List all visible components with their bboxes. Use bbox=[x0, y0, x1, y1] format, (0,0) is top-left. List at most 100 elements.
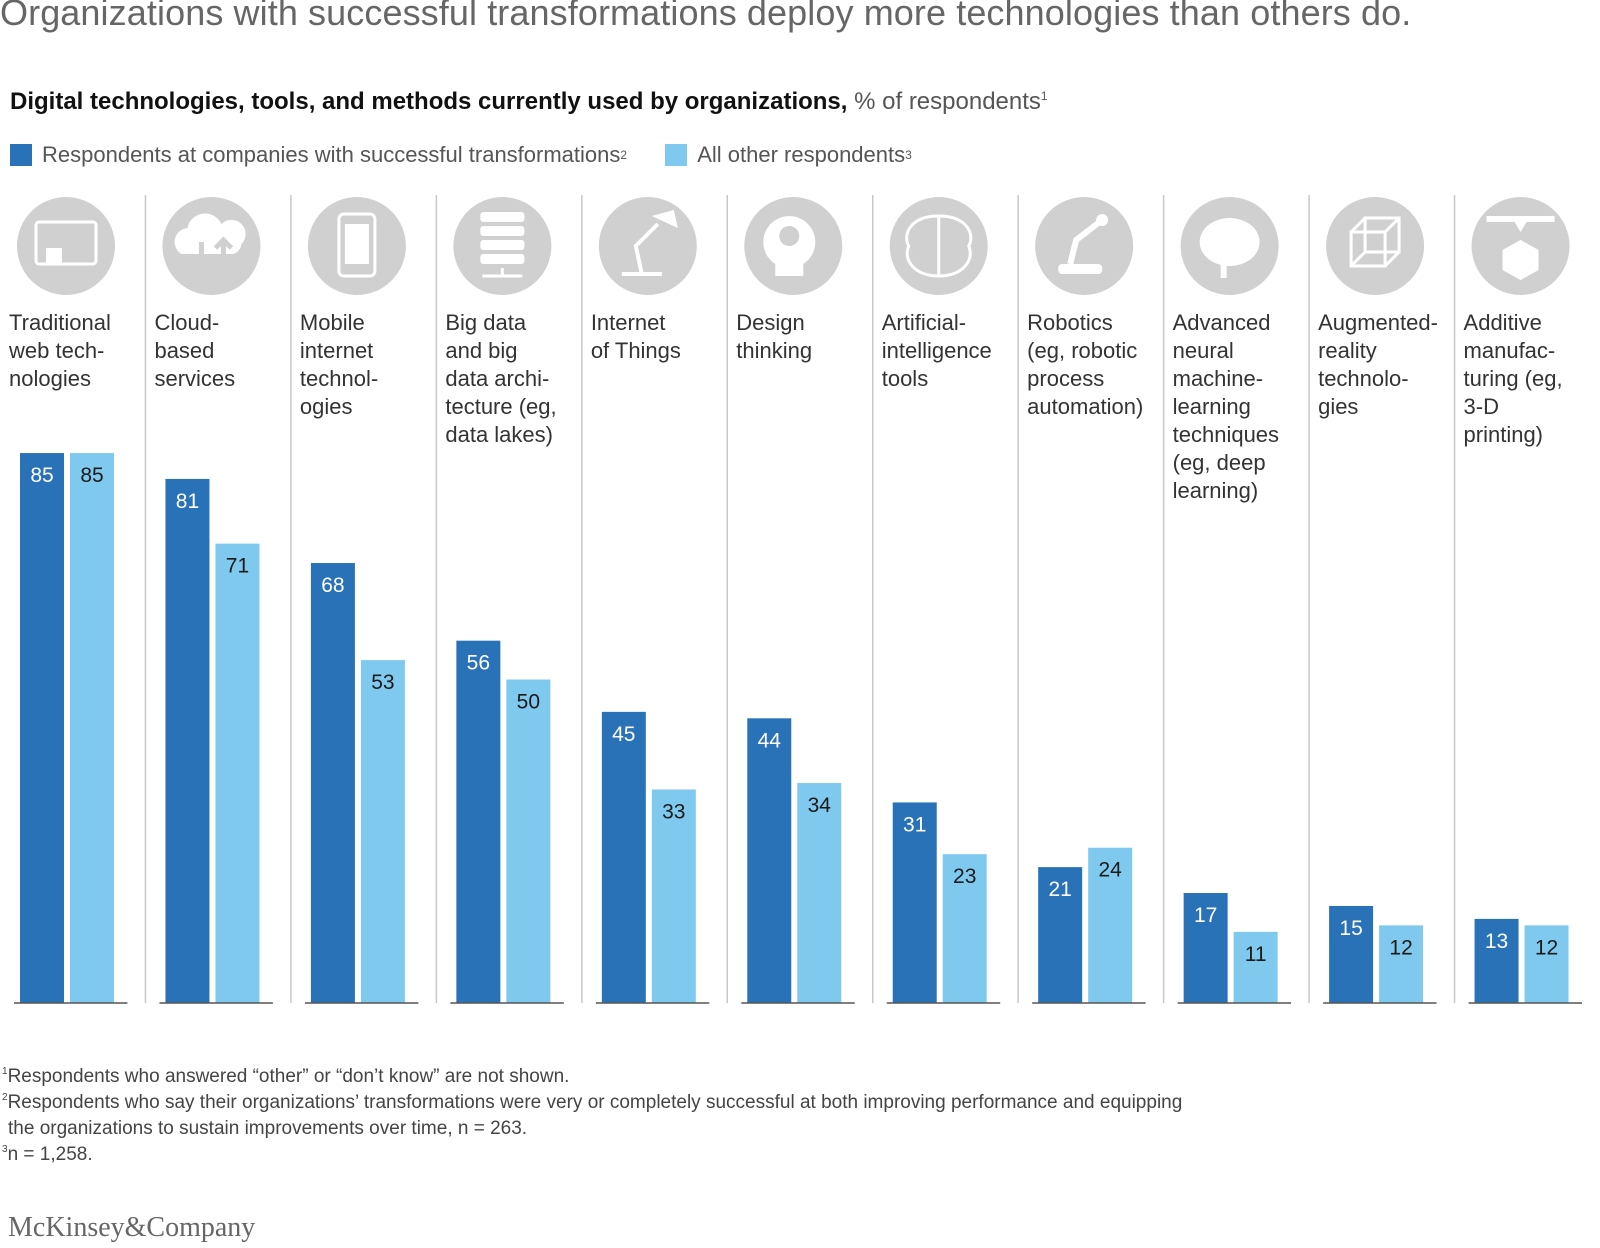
bar-other bbox=[506, 679, 551, 1003]
value-label-other: 85 bbox=[80, 464, 103, 487]
chart-subtitle: Digital technologies, tools, and methods… bbox=[10, 88, 1048, 116]
cloud-sync-icon bbox=[162, 197, 261, 295]
category-label: Internet of Things bbox=[591, 310, 681, 363]
bar-successful bbox=[1038, 867, 1083, 1003]
footnote-2-marker: 2 bbox=[2, 1092, 8, 1103]
value-label-successful: 21 bbox=[1049, 878, 1072, 901]
bar-successful bbox=[601, 711, 646, 1003]
brand-logo: McKinsey&Company bbox=[8, 1212, 256, 1243]
chart-column: Big data and big data archi-tecture (eg, da… bbox=[435, 195, 564, 1004]
bar-other bbox=[215, 543, 260, 1003]
footnote-2: 2Respondents who say their organizations… bbox=[2, 1090, 1182, 1116]
bar-other bbox=[1524, 925, 1569, 1003]
value-label-successful: 81 bbox=[176, 490, 199, 513]
footnote-3-text: n = 1,258. bbox=[7, 1144, 93, 1165]
footnote-2-text: Respondents who say their organizations’… bbox=[7, 1092, 1183, 1113]
value-label-other: 34 bbox=[808, 794, 832, 817]
chart-column: Internet of Things 45 33 bbox=[581, 195, 710, 1004]
category-label: Cloud-based services bbox=[154, 310, 235, 391]
brain-circuit-icon bbox=[889, 197, 988, 295]
chart-column: Design thinking 44 34 bbox=[726, 195, 855, 1004]
bar-other bbox=[1088, 847, 1133, 1003]
headline: Organizations with successful transforma… bbox=[0, 0, 1412, 33]
legend: Respondents at companies with successful… bbox=[10, 142, 944, 172]
footnotes: 1Respondents who answered “other” or “do… bbox=[2, 1064, 1182, 1168]
value-label-successful: 68 bbox=[321, 574, 344, 597]
bar-successful bbox=[1329, 905, 1374, 1003]
bar-successful bbox=[747, 718, 792, 1003]
value-label-successful: 13 bbox=[1485, 930, 1508, 953]
chart-column: Advanced neural machine-learning techniques… bbox=[1162, 195, 1292, 1004]
value-label-successful: 17 bbox=[1194, 904, 1217, 927]
brain-icon bbox=[1180, 197, 1279, 295]
category-label: Big data and big data archi-tecture (eg, da… bbox=[445, 310, 556, 447]
bar-other bbox=[70, 453, 114, 1003]
value-label-successful: 56 bbox=[467, 652, 490, 675]
subtitle-footnote-ref: 1 bbox=[1040, 89, 1048, 103]
value-label-other: 12 bbox=[1389, 936, 1412, 959]
legend-label-other: All other respondents bbox=[697, 142, 906, 167]
cube-wireframe-icon bbox=[1326, 197, 1425, 295]
footnote-3: 3n = 1,258. bbox=[2, 1142, 1182, 1168]
value-label-other: 24 bbox=[1099, 859, 1123, 882]
legend-item-other: All other respondents 3 bbox=[665, 142, 912, 168]
value-label-successful: 15 bbox=[1339, 917, 1362, 940]
value-label-successful: 45 bbox=[612, 723, 635, 746]
bar-successful bbox=[310, 563, 355, 1003]
chart-column: Augmented-reality technolo-gies 15 12 bbox=[1308, 195, 1438, 1004]
footnote-1: 1Respondents who answered “other” or “do… bbox=[2, 1064, 1182, 1090]
chart-column: Mobile internet technol-ogies 68 53 bbox=[290, 195, 419, 1004]
3d-printer-icon bbox=[1471, 197, 1570, 295]
bar-other bbox=[1233, 931, 1278, 1003]
footnote-1-text: Respondents who answered “other” or “don… bbox=[7, 1066, 570, 1087]
value-label-other: 11 bbox=[1245, 943, 1267, 966]
value-label-other: 12 bbox=[1535, 936, 1558, 959]
legend-swatch-other bbox=[665, 144, 688, 166]
head-bulb-icon bbox=[744, 197, 843, 295]
bar-successful bbox=[456, 640, 501, 1003]
bar-other bbox=[360, 660, 405, 1003]
server-stack-icon bbox=[453, 197, 552, 295]
footnote-1-marker: 1 bbox=[2, 1066, 8, 1077]
subtitle-bold: Digital technologies, tools, and methods… bbox=[10, 88, 848, 115]
chart-column: Cloud-based services 81 71 bbox=[144, 195, 273, 1004]
bar-successful bbox=[892, 802, 937, 1003]
value-label-other: 53 bbox=[371, 671, 394, 694]
category-label: Traditional web tech-nologies bbox=[8, 310, 111, 391]
value-label-other: 23 bbox=[953, 865, 976, 888]
category-label: Design thinking bbox=[736, 310, 812, 363]
smartphone-icon bbox=[307, 197, 406, 295]
legend-swatch-successful bbox=[10, 144, 32, 166]
legend-label-successful: Respondents at companies with successful… bbox=[42, 142, 621, 167]
bar-successful bbox=[165, 478, 210, 1003]
bar-successful bbox=[1474, 918, 1519, 1003]
monitor-touch-icon bbox=[17, 197, 115, 295]
footnote-3-marker: 3 bbox=[2, 1144, 8, 1155]
footnote-2-continued: the organizations to sustain improvement… bbox=[2, 1116, 1182, 1142]
bar-other bbox=[942, 854, 987, 1003]
category-label: Mobile internet technol-ogies bbox=[300, 310, 378, 419]
category-label: Additive manufac-turing (eg, 3-D printing) bbox=[1464, 310, 1563, 447]
bar-successful bbox=[20, 453, 64, 1003]
value-label-successful: 44 bbox=[758, 729, 782, 752]
chart-column: Robotics (eg, robotic process automation) 21… bbox=[1017, 195, 1146, 1004]
category-label: Advanced neural machine-learning techniques… bbox=[1173, 310, 1279, 503]
bar-other bbox=[651, 789, 696, 1003]
chart-column: Artificial-intelligence tools 31 23 bbox=[871, 195, 1001, 1004]
bar-other bbox=[1379, 925, 1424, 1003]
robot-arm-icon bbox=[1035, 197, 1134, 295]
chart-column: Traditional web tech-nologies 85 85 bbox=[8, 197, 128, 1004]
desk-lamp-icon bbox=[598, 197, 697, 295]
value-label-successful: 85 bbox=[30, 464, 53, 487]
footnote-2-text-continued: the organizations to sustain improvement… bbox=[8, 1118, 528, 1139]
category-label: Robotics (eg, robotic process automation) bbox=[1027, 310, 1143, 419]
chart-column: Additive manufac-turing (eg, 3-D printing) 1… bbox=[1453, 195, 1582, 1004]
category-label: Augmented-reality technolo-gies bbox=[1318, 310, 1438, 419]
subtitle-units: % of respondents bbox=[854, 88, 1041, 115]
bar-successful bbox=[1183, 893, 1228, 1003]
bar-other bbox=[797, 783, 842, 1003]
category-label: Artificial-intelligence tools bbox=[882, 310, 992, 391]
value-label-other: 50 bbox=[517, 691, 540, 714]
bar-chart: Traditional web tech-nologies 85 85 Cloud-ba… bbox=[8, 195, 1582, 1004]
value-label-successful: 31 bbox=[903, 813, 926, 836]
